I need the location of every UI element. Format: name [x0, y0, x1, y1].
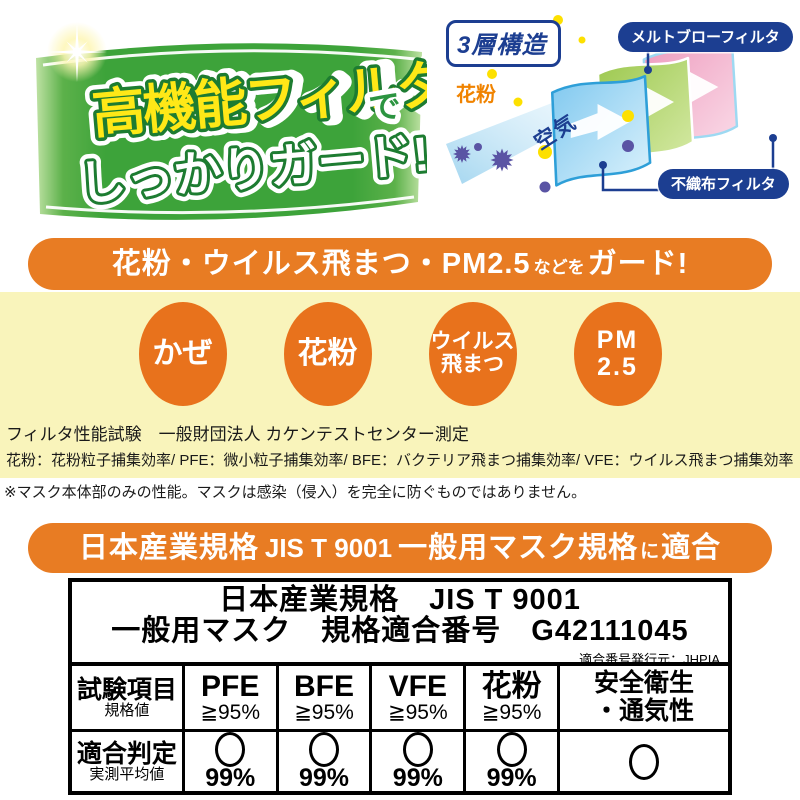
target-circles: かぜ 花粉 ウイルス 飛まつ PM 2.5: [0, 302, 800, 406]
table-title-line1: 日本産業規格 JIS T 9001: [219, 584, 581, 616]
green-ribbon-banner: 高機能フィルタ 高機能フィルタ で で しっかりガード! しっかりガード!: [36, 22, 427, 220]
guard-banner-text-small: などを: [533, 258, 585, 277]
result-cell-judgement: 適合判定 実測平均値: [72, 732, 185, 791]
target-circle-pm25: PM 2.5: [573, 302, 662, 406]
table-title-line2: 一般用マスク 規格適合番号 G42111045: [111, 615, 689, 648]
sparkle-icon: [47, 22, 107, 82]
guard-banner: 花粉・ウイルス飛まつ・PM2.5 などを ガード!: [28, 238, 772, 290]
result-cell-bfe: 99%: [279, 732, 373, 791]
header-cell-bfe: BFE ≧95%: [278, 666, 373, 732]
efficiency-definitions-line: 花粉：花粉粒子捕集効率/ PFE：微小粒子捕集効率/ BFE：バクテリア飛まつ捕…: [6, 452, 794, 469]
pass-circle-mark: [309, 732, 340, 767]
issuer-note: 適合番号発行元：JHPIA: [579, 651, 720, 667]
table-grid: 試験項目 規格値 PFE ≧95% BFE ≧95% VFE ≧95% 花粉 ≧…: [72, 666, 728, 791]
pass-circle-mark: [628, 743, 659, 780]
result-cell-vfe: 99%: [372, 732, 467, 791]
target-circle-virus: ウイルス 飛まつ: [428, 302, 517, 406]
header-cell-kafun: 花粉 ≧95%: [466, 666, 561, 732]
connector-dots: [599, 66, 777, 169]
ribbon-shape: [36, 43, 422, 220]
svg-text:で: で: [367, 87, 402, 126]
table-title-block: 日本産業規格 JIS T 9001 一般用マスク 規格適合番号 G4211104…: [72, 582, 728, 667]
result-cell-kafun: 99%: [466, 732, 561, 791]
header-cell-pfe: PFE ≧95%: [184, 666, 279, 732]
three-layer-badge: 3層構造: [446, 20, 562, 67]
jis-certification-table: 日本産業規格 JIS T 9001 一般用マスク 規格適合番号 G4211104…: [68, 578, 732, 795]
jis-banner: 日本産業規格 JIS T 9001 一般用マスク規格 に 適合: [28, 523, 772, 573]
disclaimer-note: ※マスク本体部のみの性能。マスクは感染（侵入）を完全に防ぐものではありません。: [4, 484, 587, 501]
result-cell-safety: [560, 732, 728, 791]
catch-line1-suffix: で: [367, 87, 402, 126]
melt-blown-filter-label: メルトブローフィルタ: [618, 22, 793, 52]
target-circle-kafun: 花粉: [283, 302, 372, 406]
test-institute-line: フィルタ性能試験 一般財団法人 カケンテストセンター測定: [6, 425, 469, 444]
guard-banner-text-main: 花粉・ウイルス飛まつ・PM2.5: [111, 248, 531, 280]
jis-code: JIS T 9001: [264, 533, 393, 563]
result-cell-pfe: 99%: [185, 732, 279, 791]
pass-circle-mark: [402, 732, 433, 767]
header-cell-test-item: 試験項目 規格値: [72, 666, 185, 732]
pass-circle-mark: [496, 732, 527, 767]
header-cell-vfe: VFE ≧95%: [372, 666, 467, 732]
pass-circle-mark: [215, 732, 246, 767]
guard-banner-text-guard: ガード!: [587, 248, 689, 280]
target-circle-kaze: かぜ: [138, 302, 227, 406]
pollen-text-label: 花粉: [456, 84, 496, 106]
three-layer-diagram: 3層構造 メルトブローフィルタ 不織布フィルタ 花粉 空気: [432, 12, 798, 224]
header-cell-safety: 安全衛生 ・通気性: [560, 666, 728, 732]
layer-blue-nonwoven: [550, 74, 652, 187]
virus-particles: [453, 140, 634, 193]
target-section: かぜ 花粉 ウイルス 飛まつ PM 2.5 フィルタ性能試験 一般財団法人 カケ…: [0, 292, 800, 478]
nonwoven-filter-label: 不織布フィルタ: [658, 169, 789, 199]
air-flow-band: [446, 96, 578, 184]
